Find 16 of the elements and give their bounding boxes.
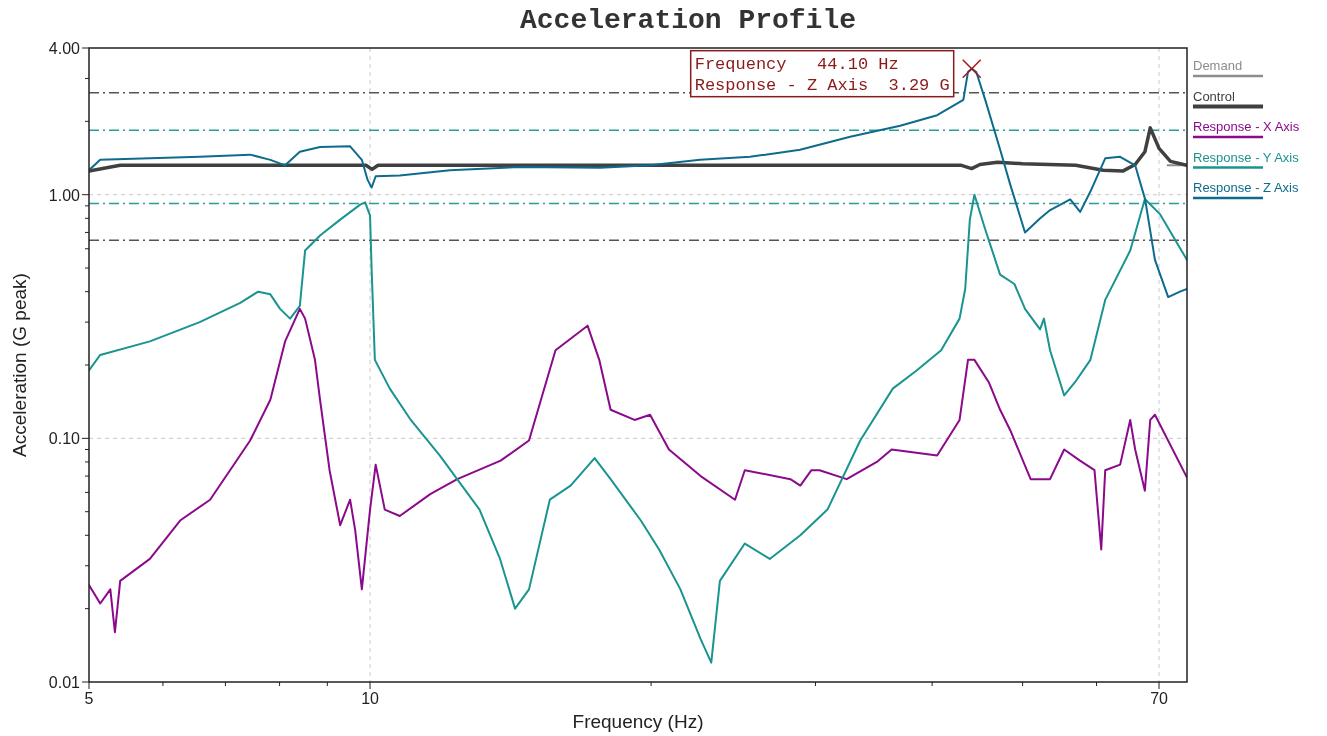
y-axis-title: Acceleration (G peak)	[9, 273, 30, 457]
text: Control	[1193, 88, 1236, 104]
x-tick-label: 5	[84, 690, 94, 707]
chart-title: Acceleration Profile	[519, 5, 857, 36]
text: Demand	[1193, 58, 1243, 73]
text: Response - Y Axis	[1193, 149, 1300, 165]
annotation: Frequency 44.10 Hz Response - Z Axis 3.29 G	[694, 54, 950, 95]
y-tick-label: 1.00	[48, 186, 81, 204]
text: Response - X Axis	[1193, 119, 1300, 134]
y-tick-label: 0.01	[48, 674, 81, 691]
y-tick-label: 0.10	[48, 430, 81, 448]
x-tick-label: 10	[361, 690, 380, 707]
x-tick-label: 70	[1150, 690, 1169, 707]
text: Response - Z Axis	[1193, 180, 1299, 195]
x-axis-title: Frequency (Hz)	[572, 711, 704, 732]
y-tick-label: 4.00	[48, 40, 81, 57]
